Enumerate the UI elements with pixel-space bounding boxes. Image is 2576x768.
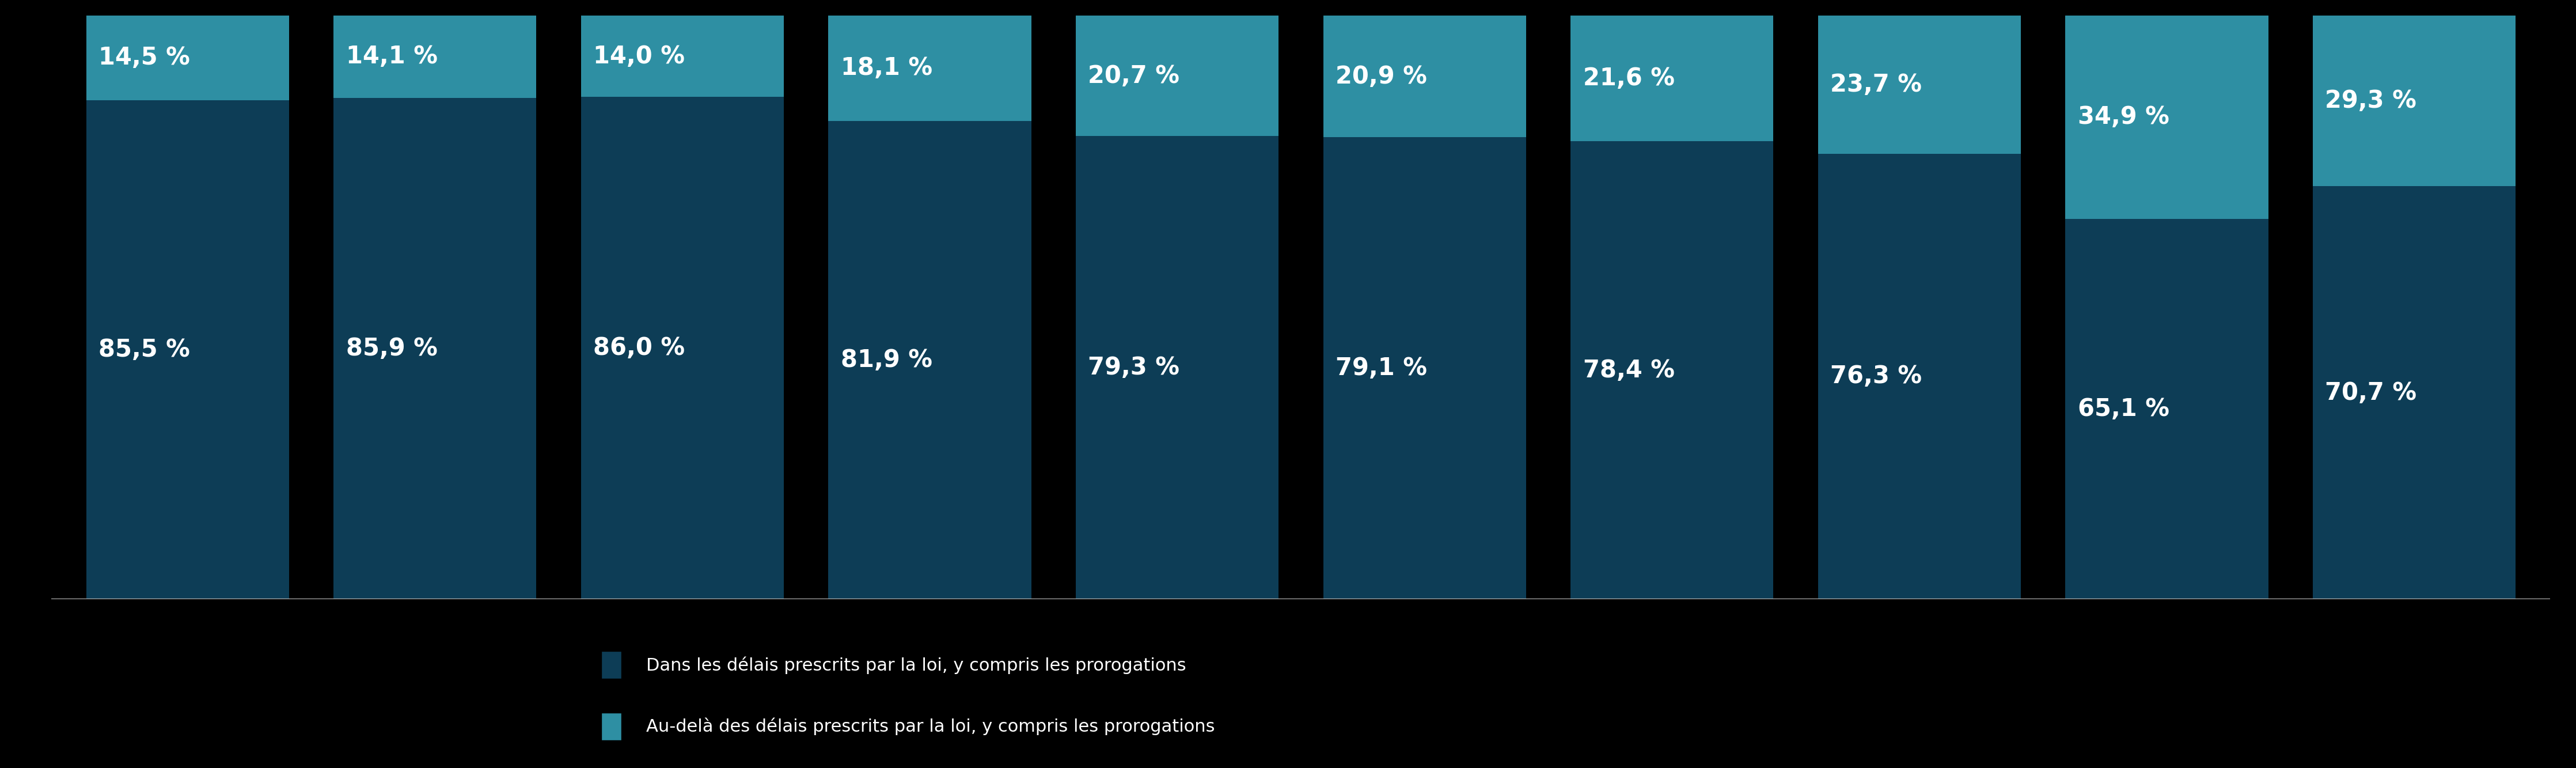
Bar [332, 98, 536, 599]
Text: 20,9 %: 20,9 % [1334, 65, 1427, 88]
Bar [582, 97, 783, 599]
Text: 70,7 %: 70,7 % [2326, 381, 2416, 405]
Text: 14,0 %: 14,0 % [592, 44, 685, 68]
Bar [2066, 15, 2269, 219]
Text: 85,5 %: 85,5 % [98, 337, 191, 362]
Bar [332, 15, 536, 98]
Text: 86,0 %: 86,0 % [592, 336, 685, 360]
Bar [85, 15, 289, 100]
Text: 76,3 %: 76,3 % [1832, 364, 1922, 389]
Text: 79,3 %: 79,3 % [1087, 356, 1180, 379]
Bar [85, 100, 289, 599]
Text: 23,7 %: 23,7 % [1832, 72, 1922, 97]
Text: 65,1 %: 65,1 % [2079, 397, 2169, 421]
Text: 79,1 %: 79,1 % [1334, 356, 1427, 380]
Text: 20,7 %: 20,7 % [1087, 64, 1180, 88]
Text: 21,6 %: 21,6 % [1582, 66, 1674, 91]
Text: Dans les délais prescrits par la loi, y compris les prorogations: Dans les délais prescrits par la loi, y … [647, 657, 1185, 674]
Bar [1819, 154, 2020, 599]
Bar [1077, 136, 1278, 599]
Bar [2313, 15, 2517, 187]
Bar [2313, 187, 2517, 599]
Bar [1324, 137, 1525, 599]
Bar [1571, 15, 1772, 141]
Bar [582, 15, 783, 97]
Bar [1819, 15, 2020, 154]
Text: 14,1 %: 14,1 % [345, 45, 438, 68]
Bar [829, 15, 1030, 121]
Text: Au-delà des délais prescrits par la loi, y compris les prorogations: Au-delà des délais prescrits par la loi,… [647, 718, 1216, 735]
FancyBboxPatch shape [600, 651, 621, 679]
Bar [1571, 141, 1772, 599]
Text: 18,1 %: 18,1 % [840, 56, 933, 81]
Text: 34,9 %: 34,9 % [2079, 105, 2169, 129]
Text: 78,4 %: 78,4 % [1582, 358, 1674, 382]
Bar [1324, 15, 1525, 137]
Bar [829, 121, 1030, 599]
Text: 14,5 %: 14,5 % [98, 45, 191, 70]
Text: 85,9 %: 85,9 % [345, 336, 438, 360]
Bar [2066, 219, 2269, 599]
Bar [1077, 15, 1278, 136]
Text: 29,3 %: 29,3 % [2326, 89, 2416, 113]
FancyBboxPatch shape [600, 713, 621, 740]
Text: 81,9 %: 81,9 % [840, 348, 933, 372]
